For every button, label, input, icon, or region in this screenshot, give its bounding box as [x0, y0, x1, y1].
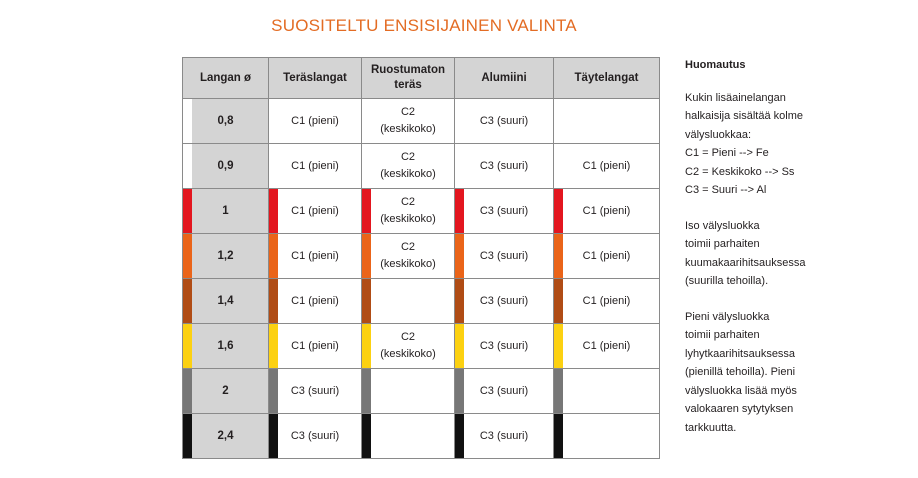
clearance-class-cell: C3 (suuri)	[454, 98, 554, 144]
table-row: 1,2 C1 (pieni) C2 (keskikoko) C3 (suuri) C1 (…	[182, 233, 660, 279]
clearance-class-cell: C1 (pieni)	[553, 188, 660, 234]
clearance-class-cell: C3 (suuri)	[454, 233, 554, 279]
page-title: SUOSITELTU ENSISIJAINEN VALINTA	[271, 16, 577, 35]
note-paragraph: Kukin lisäainelangan halkaisija sisältää …	[685, 89, 885, 200]
clearance-class-cell: C3 (suuri)	[454, 368, 554, 414]
table-row: 1,4 C1 (pieni) C3 (suuri) C1 (pieni)	[182, 278, 660, 324]
clearance-class-cell: C1 (pieni)	[268, 143, 362, 189]
wire-diameter-cell: 1	[182, 188, 269, 234]
note-panel: Huomautus Kukin lisäainelangan halkaisija…	[685, 56, 885, 454]
clearance-class-cell: C1 (pieni)	[553, 323, 660, 369]
clearance-class-cell	[361, 368, 455, 414]
clearance-class-cell: C3 (suuri)	[454, 323, 554, 369]
table-body: 0,8 C1 (pieni) C2 (keskikoko) C3 (suuri) 0,9 C…	[182, 98, 660, 459]
clearance-class-cell: C1 (pieni)	[553, 143, 660, 189]
table-row: 2 C3 (suuri) C3 (suuri)	[182, 368, 660, 414]
table-row: 1,6 C1 (pieni) C2 (keskikoko) C3 (suuri) C1 (…	[182, 323, 660, 369]
note-heading: Huomautus	[685, 59, 746, 71]
note-line: Kukin lisäainelangan	[685, 91, 786, 104]
clearance-class-cell: C2 (keskikoko)	[361, 188, 455, 234]
column-header: Ruostumaton teräs	[361, 57, 455, 99]
note-line: (suurilla tehoilla).	[685, 275, 769, 287]
note-line: Iso välysluokka	[685, 219, 760, 232]
note-line: Pieni välysluokka	[685, 310, 770, 323]
wire-diameter-cell: 2	[182, 368, 269, 414]
table-row: 0,8 C1 (pieni) C2 (keskikoko) C3 (suuri)	[182, 98, 660, 144]
note-line: C3 = Suuri --> Al	[685, 184, 767, 196]
wire-diameter-cell: 0,9	[182, 143, 269, 189]
note-line: C1 = Pieni --> Fe	[685, 147, 769, 159]
note-line: lyhytkaarihitsauksessa	[685, 347, 796, 360]
wire-diameter-cell: 1,2	[182, 233, 269, 279]
note-paragraph: Iso välysluokka toimii parhaiten kuumakaar…	[685, 217, 885, 291]
note-line: tarkkuutta.	[685, 421, 737, 434]
column-header: Alumiini	[454, 57, 554, 99]
clearance-class-cell	[553, 98, 660, 144]
note-line: toimii parhaiten	[685, 238, 760, 250]
note-line: välysluokkaa:	[685, 128, 752, 141]
column-header: Langan ø	[182, 57, 269, 99]
clearance-class-cell	[553, 368, 660, 414]
clearance-class-cell: C1 (pieni)	[268, 278, 362, 324]
wire-selection-table: Langan ø Teräslangat Ruostumaton teräs Alumi…	[182, 57, 660, 459]
note-line: halkaisija sisältää kolme	[685, 110, 803, 122]
clearance-class-cell	[361, 413, 455, 459]
clearance-class-cell: C2 (keskikoko)	[361, 143, 455, 189]
wire-diameter-cell: 2,4	[182, 413, 269, 459]
clearance-class-cell: C1 (pieni)	[268, 323, 362, 369]
clearance-class-cell: C2 (keskikoko)	[361, 323, 455, 369]
clearance-class-cell: C2 (keskikoko)	[361, 233, 455, 279]
column-header: Täytelangat	[553, 57, 660, 99]
wire-diameter-cell: 1,6	[182, 323, 269, 369]
note-line: C2 = Keskikoko --> Ss	[685, 165, 795, 178]
table-header-row: Langan ø Teräslangat Ruostumaton teräs Alumi…	[182, 57, 660, 99]
clearance-class-cell: C1 (pieni)	[553, 278, 660, 324]
table-row: 0,9 C1 (pieni) C2 (keskikoko) C3 (suuri) C1 (…	[182, 143, 660, 189]
table-row: 1 C1 (pieni) C2 (keskikoko) C3 (suuri) C1 (pi…	[182, 188, 660, 234]
clearance-class-cell: C3 (suuri)	[454, 188, 554, 234]
clearance-class-cell: C1 (pieni)	[553, 233, 660, 279]
note-line: (pienillä tehoilla). Pieni	[685, 366, 796, 378]
clearance-class-cell	[361, 278, 455, 324]
clearance-class-cell: C1 (pieni)	[268, 233, 362, 279]
clearance-class-cell: C3 (suuri)	[268, 413, 362, 459]
note-line: toimii parhaiten	[685, 329, 760, 341]
clearance-class-cell: C3 (suuri)	[454, 413, 554, 459]
wire-diameter-cell: 1,4	[182, 278, 269, 324]
clearance-class-cell: C3 (suuri)	[268, 368, 362, 414]
column-header: Teräslangat	[268, 57, 362, 99]
clearance-class-cell: C3 (suuri)	[454, 278, 554, 324]
wire-diameter-cell: 0,8	[182, 98, 269, 144]
note-line: valokaaren sytytyksen	[685, 403, 794, 415]
clearance-class-cell: C1 (pieni)	[268, 188, 362, 234]
note-paragraph: Pieni välysluokka toimii parhaiten lyhytka…	[685, 308, 885, 438]
clearance-class-cell: C3 (suuri)	[454, 143, 554, 189]
note-line: välysluokka lisää myös	[685, 384, 797, 397]
table-row: 2,4 C3 (suuri) C3 (suuri)	[182, 413, 660, 459]
clearance-class-cell: C2 (keskikoko)	[361, 98, 455, 144]
clearance-class-cell: C1 (pieni)	[268, 98, 362, 144]
clearance-class-cell	[553, 413, 660, 459]
note-line: kuumakaarihitsauksessa	[685, 256, 806, 269]
